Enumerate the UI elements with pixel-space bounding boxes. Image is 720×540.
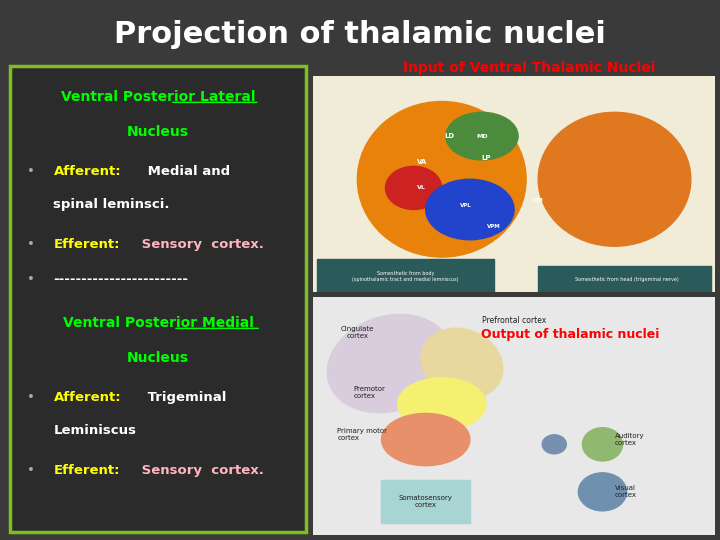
Text: ------------------------: ------------------------ bbox=[53, 273, 189, 286]
Text: Nucleus: Nucleus bbox=[127, 125, 189, 139]
Ellipse shape bbox=[397, 378, 486, 430]
Ellipse shape bbox=[578, 473, 626, 511]
Text: Sensory  cortex.: Sensory cortex. bbox=[137, 464, 264, 477]
Text: •: • bbox=[27, 273, 35, 286]
Text: MD: MD bbox=[476, 133, 487, 139]
Text: VL: VL bbox=[417, 185, 426, 191]
Ellipse shape bbox=[382, 414, 470, 465]
Text: Output of thalamic nuclei: Output of thalamic nuclei bbox=[482, 328, 660, 341]
Bar bbox=[538, 266, 711, 292]
Text: Somatosensory
cortex: Somatosensory cortex bbox=[399, 495, 453, 508]
Text: Prefrontal cortex: Prefrontal cortex bbox=[482, 316, 546, 325]
Ellipse shape bbox=[421, 328, 503, 399]
Text: Afferent:: Afferent: bbox=[53, 391, 121, 404]
FancyBboxPatch shape bbox=[10, 66, 306, 532]
Text: Visual
cortex: Visual cortex bbox=[615, 485, 636, 498]
Text: Efferent:: Efferent: bbox=[53, 238, 120, 251]
Text: Somesthetic from head (trigeminal nerve): Somesthetic from head (trigeminal nerve) bbox=[575, 277, 678, 282]
Text: Efferent:: Efferent: bbox=[53, 464, 120, 477]
Bar bbox=[382, 480, 470, 523]
Ellipse shape bbox=[582, 428, 623, 461]
Text: Afferent:: Afferent: bbox=[53, 165, 121, 178]
Text: •: • bbox=[27, 238, 35, 251]
Text: •: • bbox=[27, 165, 35, 178]
Text: LD: LD bbox=[445, 133, 455, 139]
Text: Leminiscus: Leminiscus bbox=[53, 424, 137, 437]
Text: •: • bbox=[27, 391, 35, 404]
Text: Sensory  cortex.: Sensory cortex. bbox=[137, 238, 264, 251]
Text: LP: LP bbox=[481, 154, 491, 161]
Text: Medial and: Medial and bbox=[143, 165, 230, 178]
Ellipse shape bbox=[328, 314, 451, 413]
Text: Nucleus: Nucleus bbox=[127, 351, 189, 365]
Ellipse shape bbox=[385, 166, 442, 210]
Text: Premotor
cortex: Premotor cortex bbox=[354, 386, 385, 399]
Text: Trigeminal: Trigeminal bbox=[143, 391, 227, 404]
Text: Somesthetic from body
(spinothalamic tract and medial lemniscus): Somesthetic from body (spinothalamic tra… bbox=[352, 271, 459, 282]
Text: Input of Ventral Thalamic Nuclei: Input of Ventral Thalamic Nuclei bbox=[403, 61, 655, 75]
Ellipse shape bbox=[357, 102, 526, 257]
Text: Primary motor
cortex: Primary motor cortex bbox=[337, 428, 387, 441]
Text: VPL: VPL bbox=[460, 202, 472, 208]
Ellipse shape bbox=[538, 112, 691, 246]
Text: Auditory
cortex: Auditory cortex bbox=[615, 433, 644, 446]
Text: Ventral Posterior Lateral: Ventral Posterior Lateral bbox=[60, 90, 256, 104]
Bar bbox=[318, 259, 494, 292]
Text: spinal leminsci.: spinal leminsci. bbox=[53, 198, 170, 211]
Text: Ventral Posterior Medial: Ventral Posterior Medial bbox=[63, 316, 253, 329]
Text: Cingulate
cortex: Cingulate cortex bbox=[341, 326, 374, 339]
Text: •: • bbox=[27, 464, 35, 477]
Text: Projection of thalamic nuclei: Projection of thalamic nuclei bbox=[114, 19, 606, 49]
Text: VA: VA bbox=[417, 159, 427, 165]
Text: CM: CM bbox=[533, 198, 544, 204]
Ellipse shape bbox=[446, 112, 518, 160]
Text: VPM: VPM bbox=[487, 224, 501, 230]
Ellipse shape bbox=[426, 179, 514, 240]
Ellipse shape bbox=[542, 435, 567, 454]
